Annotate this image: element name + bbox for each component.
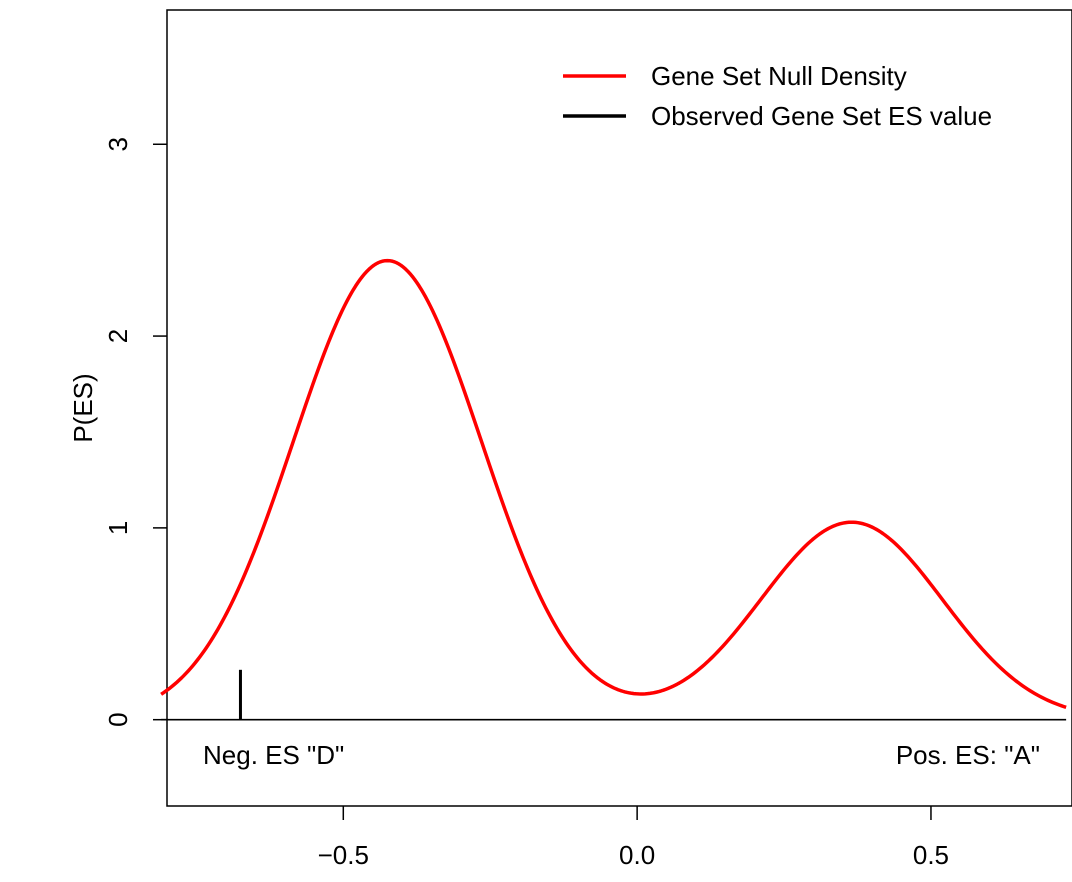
- y-tick-label: 2: [103, 329, 133, 343]
- null-density-curve: [160, 258, 1067, 710]
- legend-label-observed-es: Observed Gene Set ES value: [651, 101, 992, 131]
- x-tick-label: 0.0: [619, 840, 655, 870]
- pos-es-annotation: Pos. ES: "A": [896, 740, 1040, 770]
- legend-label-null-density: Gene Set Null Density: [651, 61, 907, 91]
- y-axis: 0 1 2 3: [103, 137, 167, 727]
- legend: Gene Set Null Density Observed Gene Set …: [563, 61, 992, 131]
- y-tick-label: 3: [103, 137, 133, 151]
- y-axis-label: P(ES): [68, 373, 98, 442]
- x-tick-label: −0.5: [318, 840, 369, 870]
- plot-box: [166, 9, 1072, 807]
- x-axis: −0.5 0.0 0.5: [318, 806, 949, 870]
- x-tick-label: 0.5: [913, 840, 949, 870]
- neg-es-annotation: Neg. ES "D": [203, 740, 344, 770]
- y-tick-label: 1: [103, 521, 133, 535]
- y-tick-label: 0: [103, 712, 133, 726]
